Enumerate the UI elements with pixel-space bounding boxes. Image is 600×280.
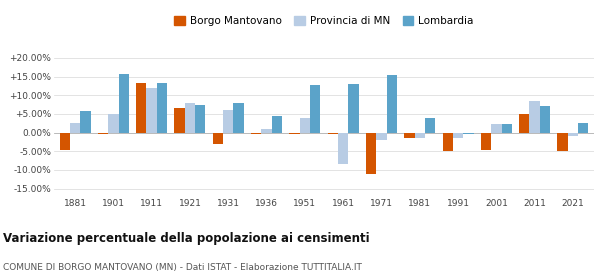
Bar xyxy=(425,118,435,132)
Bar xyxy=(213,132,223,144)
Bar xyxy=(453,132,463,138)
Bar xyxy=(376,132,386,140)
Bar xyxy=(519,114,529,132)
Bar xyxy=(299,118,310,132)
Bar xyxy=(289,132,299,134)
Bar xyxy=(557,132,568,151)
Bar xyxy=(568,132,578,136)
Bar xyxy=(338,132,349,164)
Bar xyxy=(502,124,512,132)
Bar xyxy=(529,101,540,132)
Bar xyxy=(80,111,91,132)
Bar xyxy=(136,83,146,132)
Bar xyxy=(272,116,282,132)
Bar xyxy=(59,132,70,150)
Bar xyxy=(349,84,359,132)
Bar xyxy=(262,129,272,132)
Bar xyxy=(578,123,589,132)
Legend: Borgo Mantovano, Provincia di MN, Lombardia: Borgo Mantovano, Provincia di MN, Lombar… xyxy=(170,12,478,31)
Bar xyxy=(386,75,397,132)
Text: COMUNE DI BORGO MANTOVANO (MN) - Dati ISTAT - Elaborazione TUTTITALIA.IT: COMUNE DI BORGO MANTOVANO (MN) - Dati IS… xyxy=(3,263,362,272)
Bar xyxy=(443,132,453,151)
Bar xyxy=(146,88,157,132)
Bar xyxy=(108,114,119,132)
Bar xyxy=(233,103,244,132)
Bar xyxy=(481,132,491,150)
Bar xyxy=(175,108,185,132)
Bar xyxy=(98,132,108,134)
Bar xyxy=(185,103,195,132)
Bar xyxy=(119,74,129,132)
Bar xyxy=(540,106,550,132)
Bar xyxy=(157,83,167,132)
Text: Variazione percentuale della popolazione ai censimenti: Variazione percentuale della popolazione… xyxy=(3,232,370,245)
Bar xyxy=(223,110,233,132)
Bar xyxy=(70,123,80,132)
Bar xyxy=(251,132,262,134)
Bar xyxy=(415,132,425,138)
Bar xyxy=(491,124,502,132)
Bar xyxy=(366,132,376,174)
Bar xyxy=(463,132,473,134)
Bar xyxy=(195,104,205,132)
Bar xyxy=(310,85,320,132)
Bar xyxy=(404,132,415,138)
Bar xyxy=(328,132,338,134)
